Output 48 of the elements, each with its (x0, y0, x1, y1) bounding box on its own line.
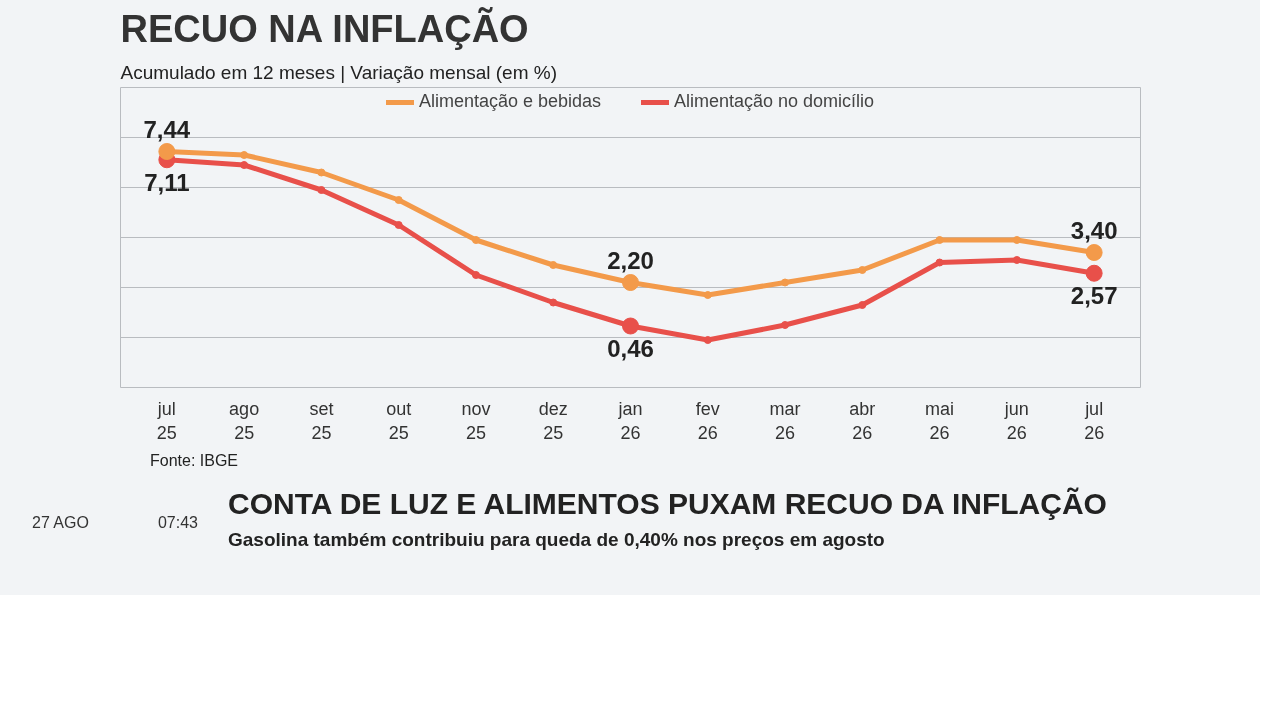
legend-label: Alimentação e bebidas (418, 91, 602, 112)
x-tick-label: out 25 (386, 398, 412, 443)
data-label: 3,40 (1070, 216, 1118, 244)
point (471, 271, 480, 279)
point (394, 221, 403, 229)
point (935, 258, 944, 267)
point (703, 291, 712, 299)
data-label: 7,11 (144, 168, 190, 196)
point (781, 278, 790, 287)
point (549, 261, 558, 269)
data-label: 7,44 (143, 115, 191, 143)
point (1012, 256, 1021, 264)
text: 07:43 (157, 513, 198, 533)
x-tick-label: jan 26 (617, 398, 643, 443)
point (394, 196, 403, 204)
text: Gasolina também contribuiu para queda de 0,40% nos preços em agosto (228, 527, 886, 552)
point (471, 236, 480, 244)
x-tick-label: set 25 (309, 398, 334, 443)
point (858, 301, 867, 309)
x-tick-label: nov 25 (461, 398, 491, 443)
text: CONTA DE LUZ E ALIMENTOS PUXAM RECUO DA INFLAÇÃO (228, 485, 1107, 522)
x-tick-label: jul 25 (156, 398, 177, 443)
data-label: 2,57 (1070, 282, 1118, 310)
x-tick-label: dez 25 (538, 398, 568, 443)
legend-label: Alimentação no domicílio (674, 91, 875, 112)
x-tick-label: ago 25 (229, 398, 260, 443)
data-label: 0,46 (607, 335, 654, 362)
x-tick-label: jun 26 (1003, 398, 1029, 443)
point (703, 336, 712, 344)
source-note: Fonte: IBGE (150, 451, 240, 471)
text: 27 AGO (32, 513, 89, 533)
point (549, 298, 558, 307)
point (317, 186, 326, 194)
chart-title: RECUO NA INFLAÇÃO (120, 6, 529, 50)
data-label: 2,20 (607, 246, 654, 274)
point (317, 168, 326, 177)
x-tick-label: mai 26 (925, 398, 955, 443)
point (1012, 236, 1021, 244)
x-tick-label: mar 26 (769, 398, 801, 443)
x-tick-label: jul 26 (1084, 398, 1105, 443)
point (781, 321, 790, 329)
chart-subtitle: Acumulado em 12 meses | Variação mensal (em %) (120, 61, 557, 83)
point (240, 161, 249, 169)
point (240, 151, 249, 159)
point (858, 266, 867, 274)
x-tick-label: fev 26 (695, 398, 720, 443)
point (935, 236, 944, 244)
x-tick-label: abr 26 (849, 398, 876, 443)
